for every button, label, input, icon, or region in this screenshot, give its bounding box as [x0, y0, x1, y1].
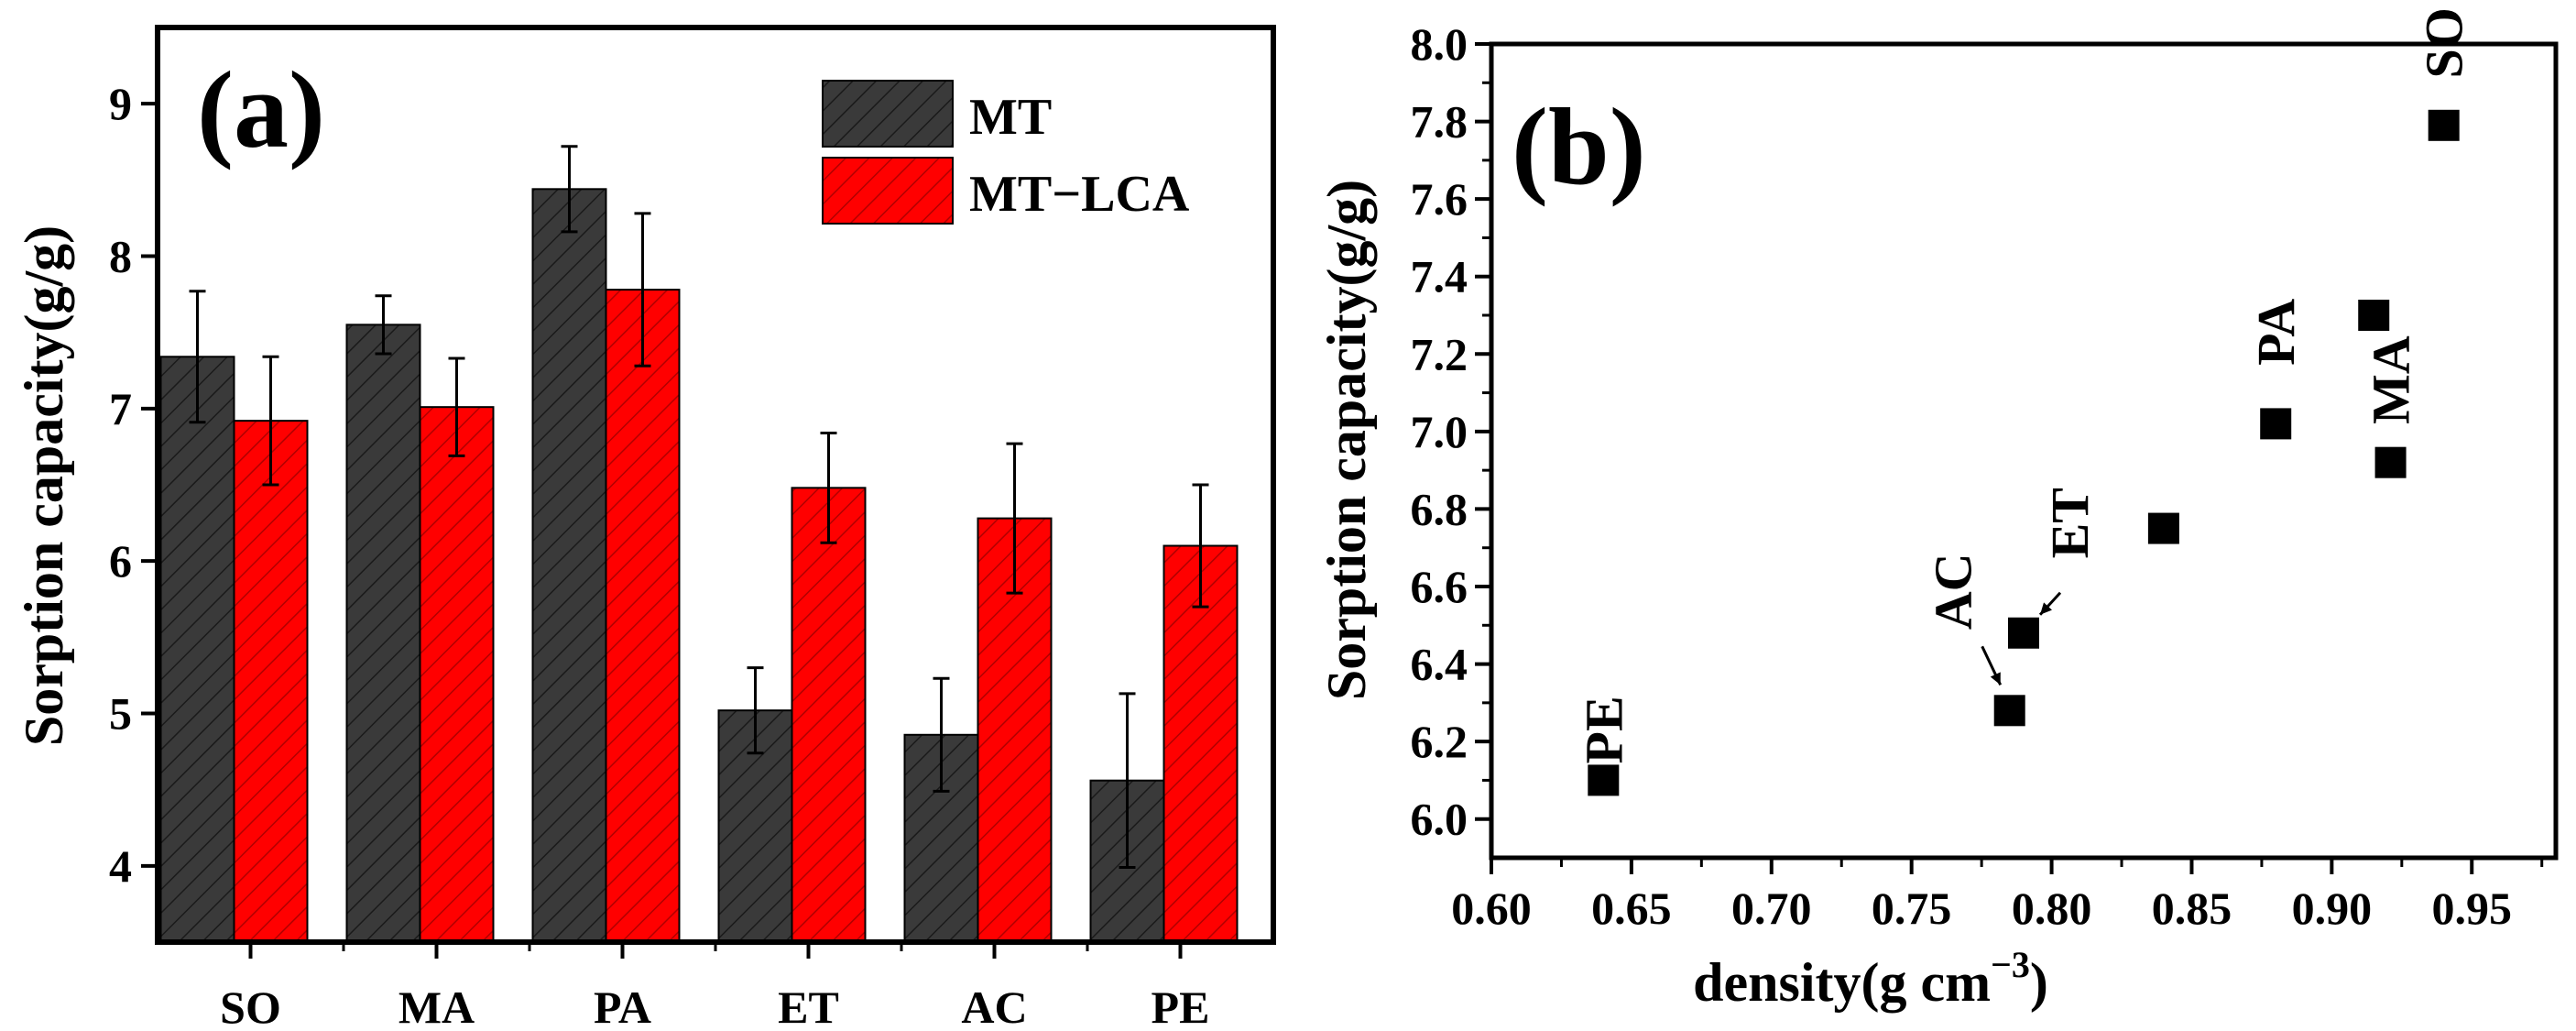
scatter-points: PE AC ET PA MA SO: [1574, 7, 2474, 796]
point-label-ac: AC: [1924, 553, 1983, 630]
y-tick-label-b-6.2: 6.2: [1411, 716, 1468, 767]
point-label-pa: PA: [2246, 299, 2306, 366]
y-tick-label-a-7: 7: [109, 383, 132, 434]
y-tick-label-b-8.0: 8.0: [1411, 18, 1468, 70]
x-tick-label-b-0.65: 0.65: [1591, 883, 1672, 934]
scatter-point-pe: [1588, 764, 1620, 796]
y-tick-label-b-6.8: 6.8: [1411, 483, 1468, 534]
bar-mt-pa: [531, 188, 607, 943]
y-axis-title-b: Sorption capacity(g/g): [1316, 180, 1377, 700]
x-tick-label-b-0.90: 0.90: [2292, 883, 2373, 934]
scatter-point-et: [2008, 617, 2039, 649]
error-bar-mt-ma: [375, 294, 392, 356]
scatter-point-ma: [2374, 446, 2407, 478]
error-bar-mt-lca-pa: [634, 212, 651, 367]
chart-a: SO MA PA ET AC PE 4 5 6 7 8 9 (a) MT MT−LCA Sorptio…: [14, 25, 1276, 1031]
x-tick-label-b-0.60: 0.60: [1451, 883, 1532, 934]
chart-b: 0.60 0.65 0.70 0.75 0.80 0.85 0.90 0.95 6.0 6.2 6.…: [1316, 7, 2559, 1013]
point-label-pe: PE: [1574, 696, 1633, 763]
y-tick-label-a-5: 5: [109, 688, 132, 740]
legend-swatch-mt-lca: [822, 157, 954, 225]
bar-group: [159, 188, 1239, 944]
scatter-point-ac: [1993, 695, 2025, 727]
x-tick-label-b-0.95: 0.95: [2432, 883, 2513, 934]
x-axis-title-b: density(g cm−3): [1693, 944, 2048, 1013]
scatter-point-unlabeled-3: [2147, 512, 2179, 544]
legend-label-mt-lca: MT−LCA: [969, 166, 1190, 223]
panel-label-b: (b): [1512, 85, 1646, 207]
scatter-point-so: [2428, 109, 2460, 141]
x-axis-title-b-sup: −3: [1991, 944, 2030, 985]
error-bar-mt-lca-so: [262, 355, 279, 487]
bar-mt-lca-so: [233, 420, 309, 943]
error-bar-mt-lca-ma: [448, 356, 465, 457]
error-bar-mt-lca-pe: [1192, 483, 1209, 609]
panel-label-a: (a): [197, 49, 325, 170]
y-tick-label-a-4: 4: [109, 840, 132, 892]
y-axis-title-a: Sorption capacity(g/g): [14, 225, 74, 746]
bar-mt-ma: [345, 324, 421, 944]
y-tick-label-b-6.0: 6.0: [1411, 794, 1468, 845]
y-tick-label-a-8: 8: [109, 231, 132, 282]
point-label-so: SO: [2415, 7, 2474, 78]
x-axis-title-b-close: ): [2030, 952, 2048, 1013]
y-tick-label-b-6.6: 6.6: [1411, 561, 1468, 612]
x-tick-label-b-0.85: 0.85: [2152, 883, 2232, 934]
error-bar-mt-so: [189, 290, 206, 424]
bar-mt-lca-pa: [605, 289, 681, 943]
y-tick-label-a-6: 6: [109, 535, 132, 587]
axes-a: SO MA PA ET AC PE 4 5 6 7 8 9: [109, 78, 1209, 1031]
y-tick-label-b-7.2: 7.2: [1411, 328, 1468, 379]
scatter-point-unlabeled-5: [2358, 300, 2390, 331]
x-tick-label-b-0.70: 0.70: [1731, 883, 1812, 934]
error-bar-mt-ac: [933, 676, 950, 793]
scatter-point-pa: [2260, 408, 2292, 440]
error-bar-mt-pe: [1119, 692, 1136, 869]
y-tick-label-b-7.4: 7.4: [1411, 251, 1468, 302]
axes-b: 0.60 0.65 0.70 0.75 0.80 0.85 0.90 0.95 6.0 6.2 6.…: [1411, 18, 2544, 934]
legend-a: MT MT−LCA: [822, 80, 1190, 225]
error-bar-mt-pa: [561, 145, 578, 234]
error-bar-mt-lca-et: [820, 431, 837, 544]
y-tick-label-a-9: 9: [109, 78, 132, 129]
x-tick-label-ac: AC: [961, 982, 1027, 1031]
x-tick-label-b-0.80: 0.80: [2012, 883, 2092, 934]
point-label-ma: MA: [2362, 335, 2421, 424]
arrow-ac: [1981, 645, 2003, 686]
bar-mt-lca-et: [791, 487, 867, 943]
error-bar-group: [189, 145, 1209, 869]
point-label-et: ET: [2040, 488, 2100, 558]
x-axis-title-b-main: density(g cm: [1693, 952, 1991, 1013]
bar-mt-lca-ma: [419, 406, 495, 944]
x-tick-label-pa: PA: [594, 982, 651, 1031]
plot-frame-b: [1489, 41, 2559, 861]
y-tick-label-b-6.4: 6.4: [1411, 639, 1468, 690]
y-tick-label-b-7.6: 7.6: [1411, 173, 1468, 225]
x-tick-label-pe: PE: [1152, 982, 1210, 1031]
bar-mt-so: [159, 356, 235, 943]
x-tick-label-ma: MA: [398, 982, 475, 1031]
legend-swatch-mt: [822, 80, 954, 148]
arrow-et: [2038, 591, 2062, 616]
error-bar-mt-lca-ac: [1006, 442, 1023, 595]
error-bar-mt-et: [747, 666, 764, 755]
y-tick-label-b-7.8: 7.8: [1411, 96, 1468, 148]
y-tick-label-b-7.0: 7.0: [1411, 406, 1468, 457]
x-tick-label-et: ET: [778, 982, 839, 1031]
x-tick-label-so: SO: [220, 982, 281, 1031]
legend-label-mt: MT: [969, 89, 1052, 146]
x-tick-label-b-0.75: 0.75: [1872, 883, 1951, 934]
